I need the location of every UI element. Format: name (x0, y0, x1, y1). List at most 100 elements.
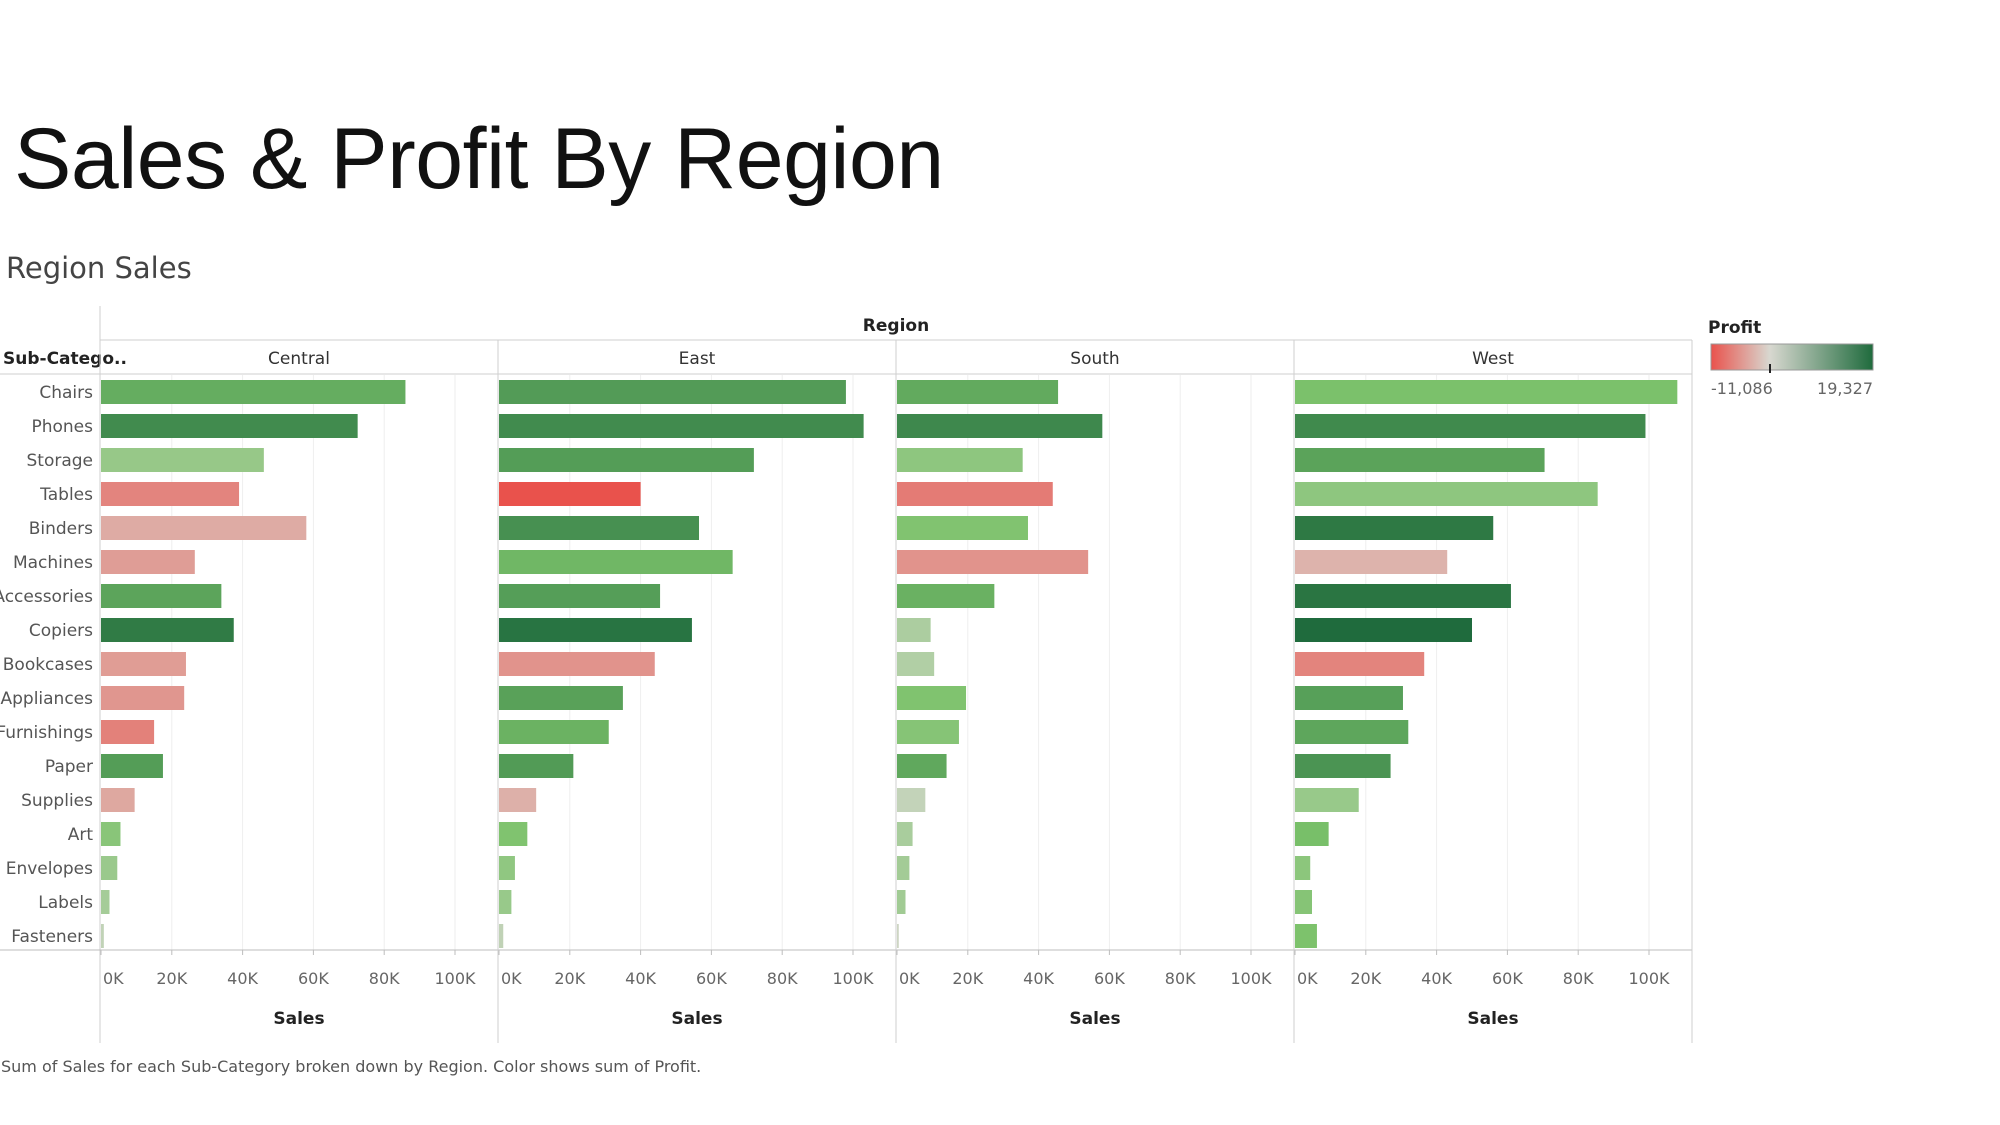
chart-caption: Sum of Sales for each Sub-Category broke… (1, 1057, 701, 1076)
bar-central-envelopes[interactable] (101, 856, 118, 880)
bar-east-appliances[interactable] (499, 686, 623, 710)
bar-central-copiers[interactable] (101, 618, 234, 642)
bar-east-storage[interactable] (499, 448, 754, 472)
bar-central-bookcases[interactable] (101, 652, 186, 676)
bar-east-furnishings[interactable] (499, 720, 609, 744)
bar-central-storage[interactable] (101, 448, 264, 472)
legend-min-label: -11,086 (1711, 379, 1773, 398)
category-label-appliances: Appliances (0, 689, 93, 709)
bar-central-tables[interactable] (101, 482, 240, 506)
bar-west-furnishings[interactable] (1295, 720, 1409, 744)
x-tick-label-central-4: 80K (369, 969, 400, 988)
x-tick-label-west-3: 60K (1492, 969, 1523, 988)
bar-south-bookcases[interactable] (897, 652, 935, 676)
bar-south-binders[interactable] (897, 516, 1028, 540)
bar-east-phones[interactable] (499, 414, 864, 438)
bar-east-binders[interactable] (499, 516, 700, 540)
bar-south-storage[interactable] (897, 448, 1023, 472)
bar-central-appliances[interactable] (101, 686, 185, 710)
bar-central-fasteners[interactable] (101, 924, 104, 948)
bar-south-furnishings[interactable] (897, 720, 959, 744)
bar-west-appliances[interactable] (1295, 686, 1403, 710)
bar-west-phones[interactable] (1295, 414, 1646, 438)
legend-max-label: 19,327 (1817, 379, 1873, 398)
bar-south-fasteners[interactable] (897, 924, 899, 948)
bar-west-copiers[interactable] (1295, 618, 1472, 642)
bar-central-art[interactable] (101, 822, 121, 846)
x-tick-label-central-5: 100K (434, 969, 476, 988)
category-label-copiers: Copiers (29, 621, 93, 641)
bar-west-labels[interactable] (1295, 890, 1312, 914)
bar-central-labels[interactable] (101, 890, 110, 914)
chart-frame (0, 306, 1693, 1043)
x-axis-title-west: Sales (1467, 1009, 1518, 1029)
bar-east-accessories[interactable] (499, 584, 661, 608)
bar-east-envelopes[interactable] (499, 856, 515, 880)
region-header-central: Central (268, 349, 330, 369)
bar-east-fasteners[interactable] (499, 924, 504, 948)
bar-east-tables[interactable] (499, 482, 641, 506)
legend-title: Profit (1708, 318, 1761, 338)
bar-west-art[interactable] (1295, 822, 1329, 846)
bar-east-machines[interactable] (499, 550, 733, 574)
bar-central-supplies[interactable] (101, 788, 135, 812)
x-tick-label-west-4: 80K (1563, 969, 1594, 988)
bar-west-machines[interactable] (1295, 550, 1448, 574)
bar-south-art[interactable] (897, 822, 913, 846)
x-tick-label-central-0: 0K (103, 969, 124, 988)
bar-south-copiers[interactable] (897, 618, 931, 642)
bar-central-binders[interactable] (101, 516, 307, 540)
bar-west-paper[interactable] (1295, 754, 1391, 778)
bar-central-chairs[interactable] (101, 380, 406, 404)
category-labels: Chairs Phones Storage Tables Binders Machines… (0, 383, 93, 947)
x-axis-title-south: Sales (1069, 1009, 1120, 1029)
bar-south-envelopes[interactable] (897, 856, 910, 880)
bar-east-labels[interactable] (499, 890, 512, 914)
bar-south-labels[interactable] (897, 890, 906, 914)
x-tick-label-west-0: 0K (1297, 969, 1318, 988)
bar-east-copiers[interactable] (499, 618, 692, 642)
x-tick-label-east-2: 40K (625, 969, 656, 988)
bar-east-supplies[interactable] (499, 788, 537, 812)
bar-south-supplies[interactable] (897, 788, 926, 812)
bar-south-appliances[interactable] (897, 686, 967, 710)
bar-west-accessories[interactable] (1295, 584, 1511, 608)
bar-south-phones[interactable] (897, 414, 1103, 438)
bar-central-accessories[interactable] (101, 584, 222, 608)
x-tick-label-east-0: 0K (501, 969, 522, 988)
bar-west-envelopes[interactable] (1295, 856, 1311, 880)
x-tick-label-south-3: 60K (1094, 969, 1125, 988)
category-label-chairs: Chairs (39, 383, 93, 403)
region-header-east: East (679, 349, 716, 369)
bar-west-supplies[interactable] (1295, 788, 1359, 812)
bar-south-accessories[interactable] (897, 584, 995, 608)
bar-west-chairs[interactable] (1295, 380, 1678, 404)
bar-east-art[interactable] (499, 822, 528, 846)
category-label-fasteners: Fasteners (11, 927, 93, 947)
bar-central-paper[interactable] (101, 754, 163, 778)
bar-west-fasteners[interactable] (1295, 924, 1317, 948)
category-label-envelopes: Envelopes (6, 859, 93, 879)
x-tick-label-east-3: 60K (696, 969, 727, 988)
bar-west-bookcases[interactable] (1295, 652, 1425, 676)
bar-east-bookcases[interactable] (499, 652, 655, 676)
bar-central-machines[interactable] (101, 550, 195, 574)
x-tick-label-central-2: 40K (227, 969, 258, 988)
x-tick-label-south-5: 100K (1230, 969, 1272, 988)
bar-south-tables[interactable] (897, 482, 1053, 506)
x-tick-label-east-4: 80K (767, 969, 798, 988)
category-label-supplies: Supplies (21, 791, 93, 811)
bar-east-chairs[interactable] (499, 380, 846, 404)
bar-west-storage[interactable] (1295, 448, 1545, 472)
bar-central-furnishings[interactable] (101, 720, 155, 744)
bar-south-machines[interactable] (897, 550, 1089, 574)
bar-south-chairs[interactable] (897, 380, 1059, 404)
bar-west-tables[interactable] (1295, 482, 1598, 506)
bar-west-binders[interactable] (1295, 516, 1494, 540)
bar-central-phones[interactable] (101, 414, 358, 438)
bar-south-paper[interactable] (897, 754, 947, 778)
category-label-bookcases: Bookcases (3, 655, 93, 675)
region-headers: Central East South West (268, 349, 1514, 369)
bar-east-paper[interactable] (499, 754, 574, 778)
